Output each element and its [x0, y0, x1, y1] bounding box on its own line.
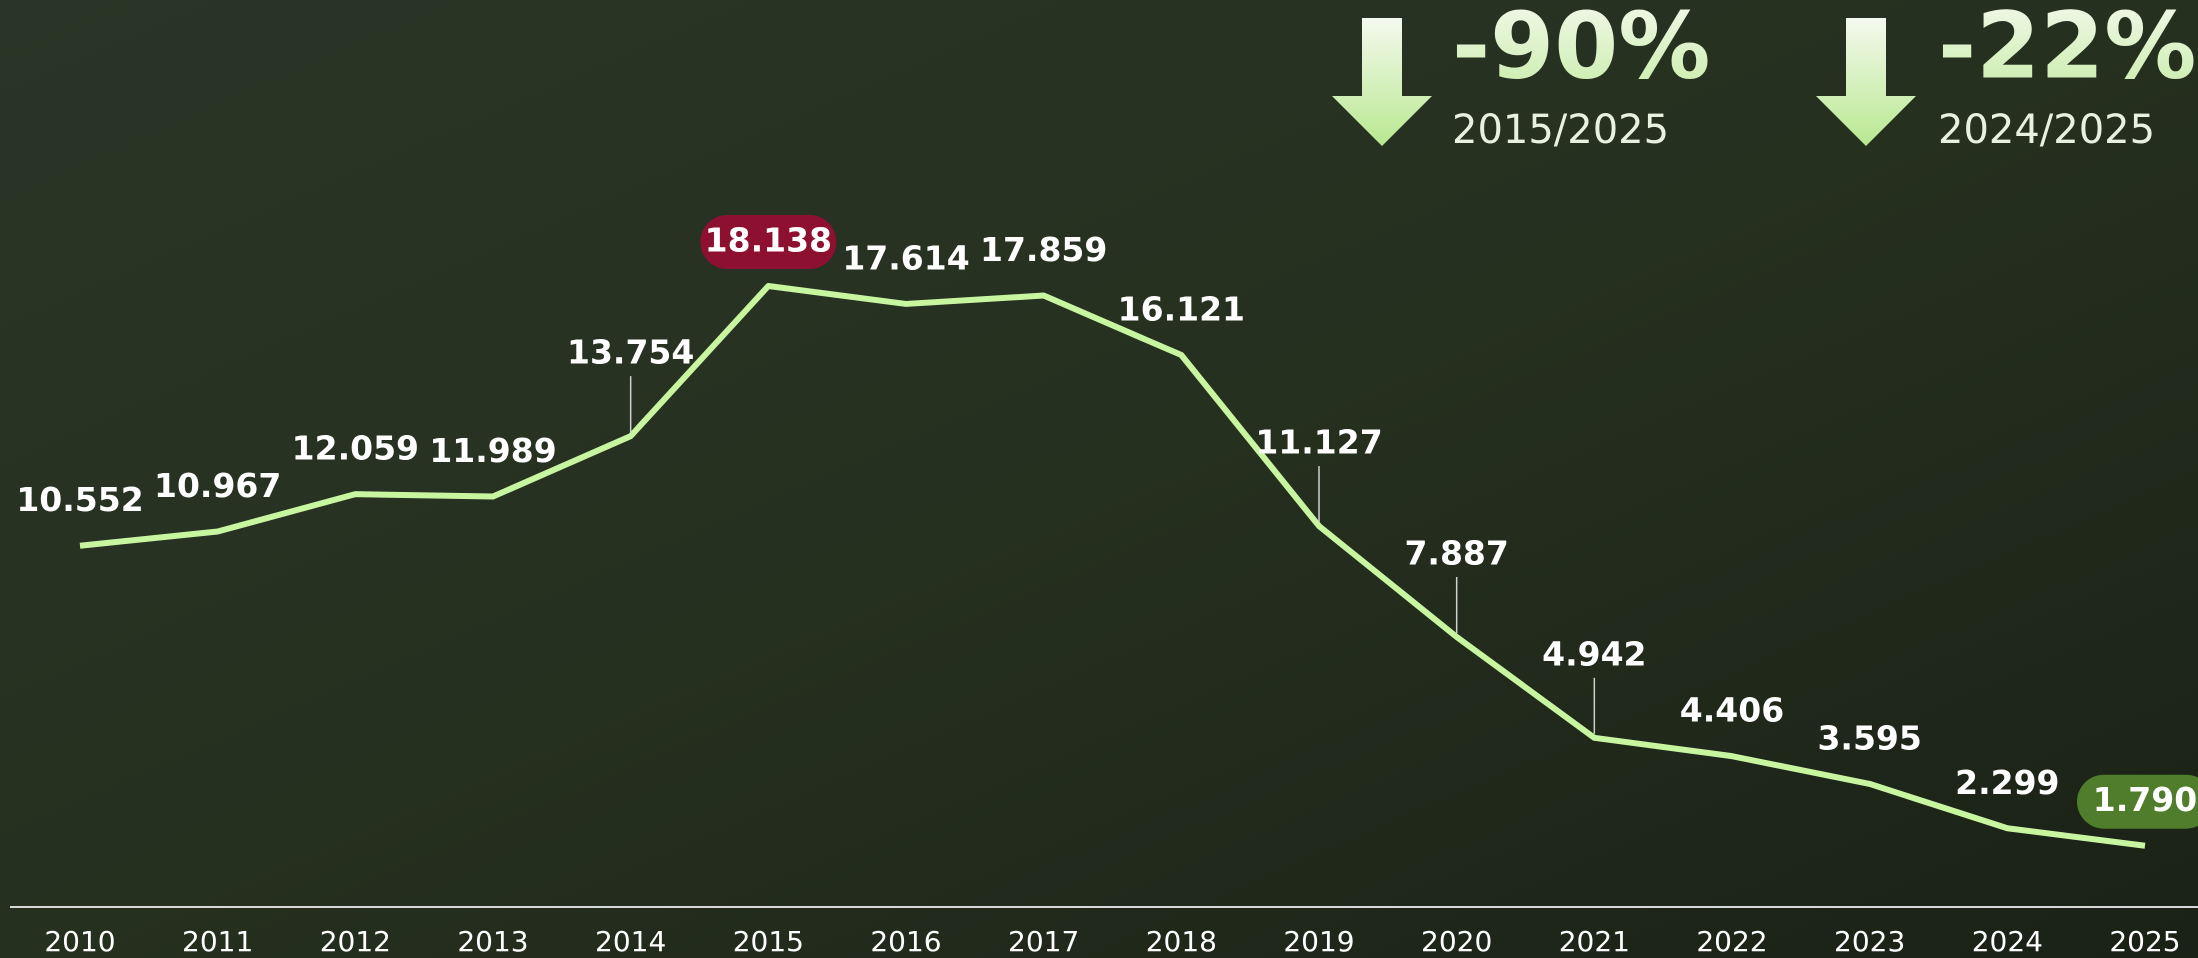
value-label: 18.138	[705, 221, 832, 260]
x-tick-label: 2021	[1559, 925, 1630, 958]
value-label: 16.121	[1118, 290, 1245, 329]
value-label: 11.989	[429, 431, 556, 470]
x-tick-label: 2020	[1421, 925, 1492, 958]
x-tick-label: 2017	[1008, 925, 1079, 958]
value-label: 17.614	[842, 238, 969, 277]
value-label: 1.790	[2093, 780, 2197, 819]
value-label: 2.299	[1955, 763, 2059, 802]
label-highlight	[700, 215, 837, 269]
value-label: 3.595	[1817, 718, 1921, 757]
value-label: 4.406	[1680, 691, 1784, 730]
annotation-value: -90%	[1452, 0, 1710, 99]
value-label: 4.942	[1542, 634, 1646, 673]
x-tick-label: 2025	[2109, 925, 2180, 958]
x-tick-label: 2012	[320, 925, 391, 958]
x-tick-label: 2019	[1283, 925, 1354, 958]
x-tick-label: 2024	[1972, 925, 2043, 958]
line	[79, 283, 2146, 849]
x-tick-label: 2016	[870, 925, 941, 958]
annotation-period: 2024/2025	[1938, 107, 2155, 153]
value-label: 17.859	[980, 230, 1107, 269]
x-tick-label: 2015	[733, 925, 804, 958]
value-label: 10.552	[16, 480, 143, 519]
annotation-value: -22%	[1938, 0, 2196, 99]
annotation-period: 2015/2025	[1452, 107, 1669, 153]
x-tick-label: 2014	[595, 925, 666, 958]
value-label: 12.059	[292, 429, 419, 468]
x-tick-label: 2010	[44, 925, 115, 958]
value-label: 10.967	[154, 466, 281, 505]
value-label: 11.127	[1255, 423, 1382, 462]
x-tick-label: 2013	[457, 925, 528, 958]
down-arrow	[1332, 18, 1432, 146]
label-highlight	[2077, 774, 2198, 829]
value-label: 7.887	[1404, 533, 1508, 572]
value-label: 13.754	[567, 333, 694, 372]
x-tick-label: 2023	[1834, 925, 1905, 958]
x-tick-label: 2018	[1146, 925, 1217, 958]
x-tick-label: 2022	[1696, 925, 1767, 958]
down-arrow	[1816, 18, 1916, 146]
x-tick-label: 2011	[182, 925, 253, 958]
